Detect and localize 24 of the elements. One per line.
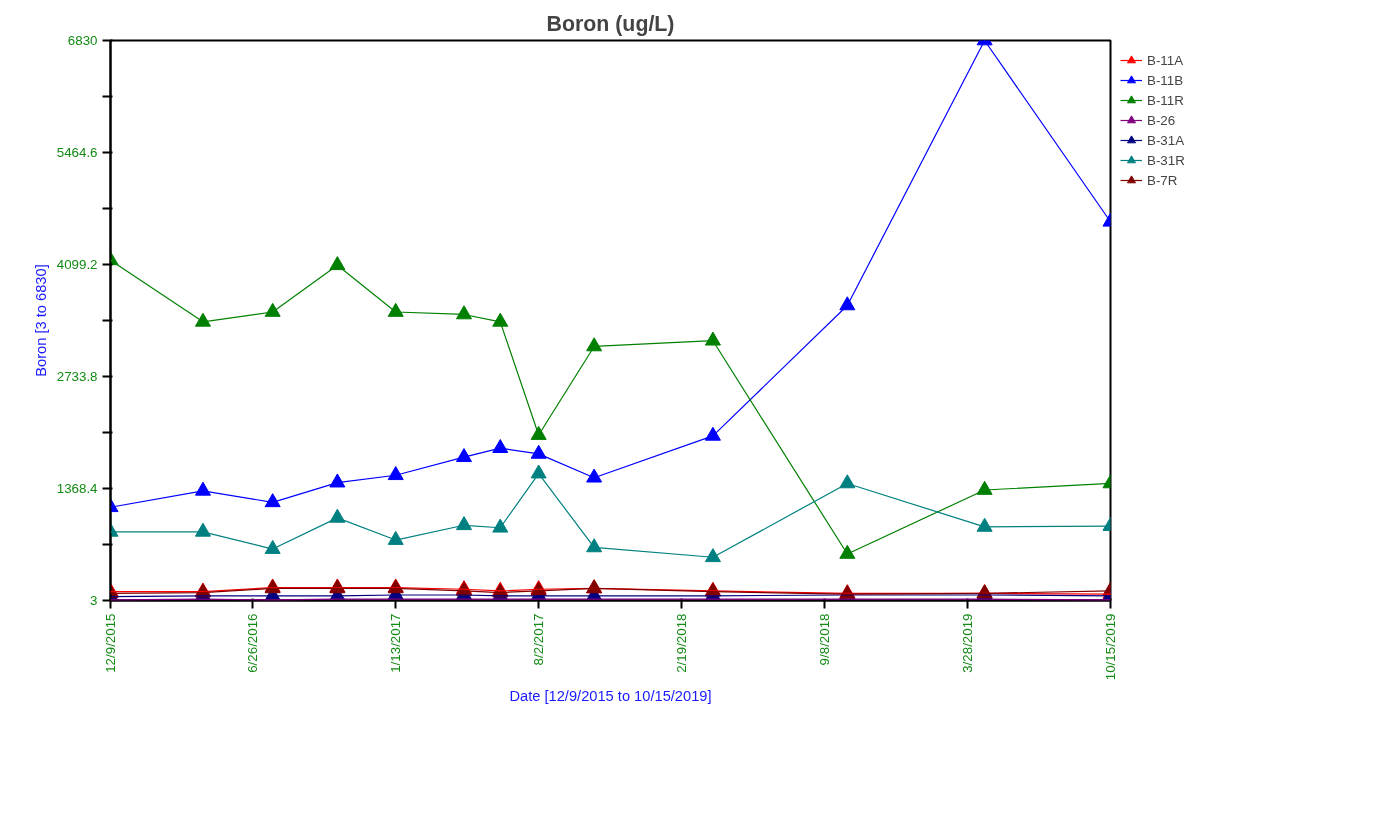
y-tick-label: 4099.2 bbox=[56, 257, 98, 272]
x-tick-label: 3/28/2019 bbox=[960, 613, 976, 673]
y-tick-label: 6830 bbox=[67, 33, 98, 48]
x-axis-title: Date [12/9/2015 to 10/15/2019] bbox=[509, 688, 712, 705]
legend-label: B-11B bbox=[1147, 72, 1184, 88]
x-tick-label: 12/9/2015 bbox=[103, 613, 118, 673]
y-tick-label: 5464.6 bbox=[56, 145, 98, 160]
legend-label: B-11A bbox=[1147, 52, 1184, 68]
legend-label: B-7R bbox=[1147, 172, 1178, 188]
legend-label: B-26 bbox=[1147, 112, 1176, 128]
x-tick-label: 8/2/2017 bbox=[531, 613, 547, 666]
y-tick-label: 2733.8 bbox=[56, 369, 98, 384]
x-tick-label: 9/8/2018 bbox=[817, 613, 833, 666]
x-tick-label: 10/15/2019 bbox=[1103, 613, 1118, 681]
chart-title: Boron (ug/L) bbox=[546, 11, 675, 36]
y-tick-label: 3 bbox=[90, 593, 98, 608]
y-axis-title: Boron [3 to 6830] bbox=[32, 264, 49, 377]
x-tick-label: 2/19/2018 bbox=[674, 613, 690, 673]
legend-label: B-31R bbox=[1147, 152, 1185, 168]
y-tick-label: 1368.4 bbox=[56, 481, 99, 496]
legend-label: B-31A bbox=[1147, 132, 1185, 148]
x-tick-label: 6/26/2016 bbox=[245, 613, 261, 673]
x-tick-label: 1/13/2017 bbox=[388, 613, 404, 673]
legend-label: B-11R bbox=[1147, 92, 1184, 108]
